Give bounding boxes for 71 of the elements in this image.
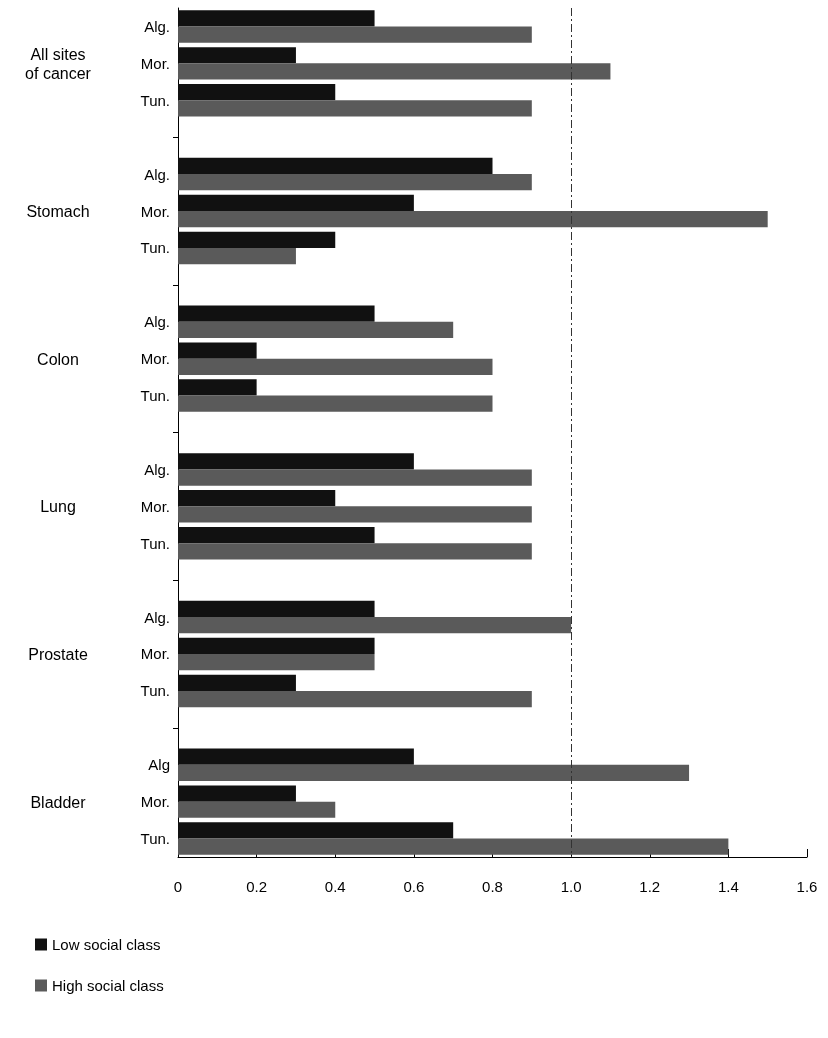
bar	[178, 674, 296, 691]
y-tick-label: Mor.	[140, 202, 170, 220]
y-tick-label: Tun.	[140, 91, 170, 109]
bar	[178, 506, 532, 523]
bar	[178, 10, 375, 27]
bar	[178, 600, 375, 618]
bar	[178, 653, 375, 671]
bar	[178, 637, 375, 654]
x-tick-label: 0.6	[403, 878, 425, 895]
text: Prostate	[28, 645, 88, 663]
bar	[178, 395, 493, 412]
text: All sites of cancer	[25, 46, 92, 83]
bar	[178, 305, 375, 322]
y-tick-label: Tun.	[140, 682, 170, 700]
bar	[178, 785, 296, 802]
bar	[178, 453, 414, 470]
text: Lung	[40, 498, 76, 516]
x-tick-label: 1.4	[717, 878, 739, 895]
x-tick-label: 0	[173, 878, 183, 895]
bar	[178, 26, 532, 43]
y-tick-label: Mor.	[140, 350, 170, 368]
bar	[178, 379, 257, 396]
bar	[178, 527, 375, 544]
y-tick-label: Mor.	[140, 497, 170, 515]
bar	[178, 321, 454, 338]
x-tick-label: 1.2	[639, 878, 661, 895]
x-tick-label: 1.0	[560, 878, 582, 895]
y-tick-label: Alg.	[144, 17, 170, 35]
bar	[178, 801, 336, 818]
legend-label: High social class	[52, 977, 164, 994]
x-tick-label: 0.8	[482, 878, 503, 895]
y-tick-label: Alg.	[144, 460, 170, 478]
legend-label: Low social class	[52, 936, 161, 953]
bar	[178, 822, 454, 839]
bar	[178, 690, 532, 708]
x-tick-label: 0.4	[324, 878, 346, 895]
y-tick-label: Mor.	[140, 54, 170, 72]
bar	[178, 490, 336, 507]
y-tick-label: Tun.	[140, 534, 170, 552]
y-tick-label: Tun.	[140, 387, 170, 405]
bar	[178, 543, 532, 560]
bar	[178, 63, 611, 80]
bar	[178, 469, 532, 486]
y-tick-label: Mor.	[140, 793, 170, 811]
bar	[178, 748, 414, 765]
bar	[178, 47, 296, 64]
bar	[178, 231, 336, 248]
y-tick-label: Alg	[148, 756, 170, 774]
bar	[178, 838, 729, 855]
bar	[178, 211, 768, 228]
y-tick-label: Tun.	[140, 830, 170, 848]
y-tick-label: Tun.	[140, 239, 170, 257]
bar	[178, 194, 414, 212]
bar	[178, 764, 690, 781]
bar	[178, 174, 532, 191]
text: Stomach	[26, 203, 90, 221]
y-tick-label: Mor.	[140, 645, 170, 663]
bar	[178, 84, 336, 101]
y-tick-label: Alg.	[144, 608, 170, 626]
bar	[178, 358, 493, 375]
bar	[178, 157, 493, 175]
x-tick-label: 0.2	[246, 878, 268, 895]
text: Bladder	[30, 793, 87, 811]
text: Colon	[37, 350, 79, 368]
y-tick-label: Alg.	[144, 165, 170, 183]
x-tick-label: 1.6	[796, 878, 818, 895]
bar	[178, 247, 296, 265]
bar	[178, 100, 532, 117]
bar	[178, 617, 572, 634]
bar	[178, 342, 257, 359]
y-tick-label: Alg.	[144, 313, 170, 331]
